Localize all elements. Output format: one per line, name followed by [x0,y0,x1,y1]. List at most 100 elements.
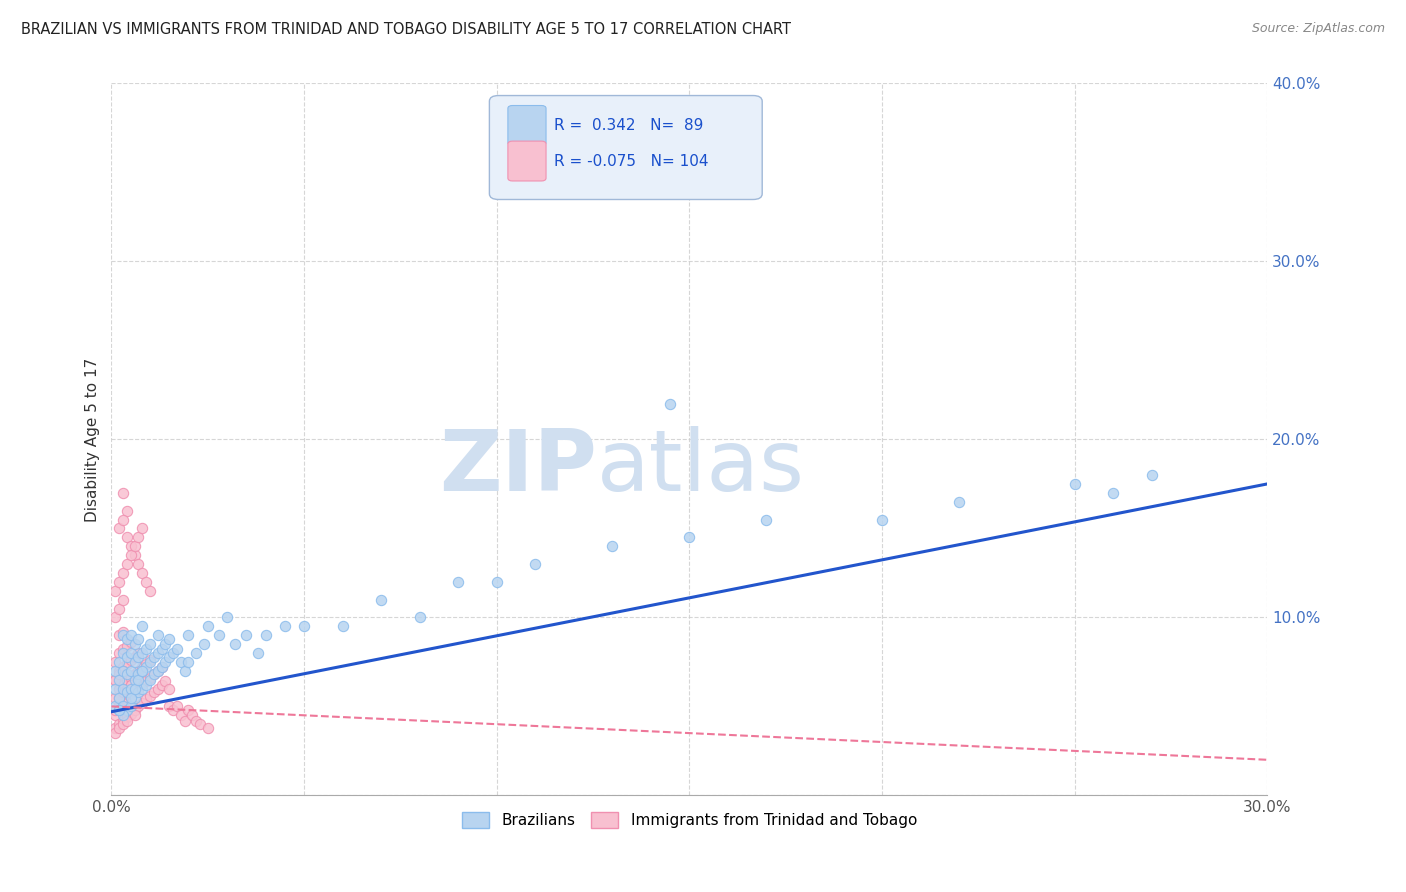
Point [197,721,219,735]
Point [108,664,131,678]
FancyBboxPatch shape [489,95,762,200]
Point [115,530,138,544]
Point [111,708,134,723]
Point [127,667,149,681]
Point [177,628,200,642]
Point [127,685,149,699]
Point [120,653,142,667]
Point [104,708,127,723]
Point [111,678,134,692]
Point [108,690,131,705]
Point [104,655,127,669]
Point [108,521,131,535]
Point [135,692,157,706]
Point [139,655,162,669]
Point [124,548,146,562]
Point [447,574,470,589]
Point [108,681,131,696]
Point [208,628,231,642]
Point [166,699,188,714]
Point [115,503,138,517]
Point [120,696,142,710]
Point [104,664,127,678]
Point [111,512,134,526]
Point [120,681,142,696]
Point [124,708,146,723]
Point [127,649,149,664]
Point [120,689,142,703]
Point [162,646,184,660]
Point [115,667,138,681]
Point [146,664,169,678]
Point [177,655,200,669]
Point [186,714,208,728]
Point [157,649,180,664]
Point [111,624,134,639]
Point [111,696,134,710]
Point [150,660,173,674]
Point [602,539,624,553]
Point [485,574,508,589]
Point [215,610,238,624]
Point [104,673,127,687]
Point [131,664,153,678]
Point [292,619,315,633]
Point [332,619,354,633]
Point [120,678,142,692]
Point [124,649,146,664]
Point [146,681,169,696]
Point [127,699,149,714]
Point [135,574,157,589]
Point [131,696,153,710]
Point [111,566,134,580]
Point [120,690,142,705]
Point [1102,485,1125,500]
Point [111,485,134,500]
Point [108,646,131,660]
Point [139,673,162,687]
Point [142,667,165,681]
Point [115,681,138,696]
Point [115,632,138,646]
Point [146,664,169,678]
Point [124,703,146,717]
Point [139,689,162,703]
Point [120,646,142,660]
Point [127,632,149,646]
Point [274,619,297,633]
Point [108,717,131,731]
Legend: Brazilians, Immigrants from Trinidad and Tobago: Brazilians, Immigrants from Trinidad and… [456,805,922,834]
Point [135,678,157,692]
Text: Source: ZipAtlas.com: Source: ZipAtlas.com [1251,22,1385,36]
Point [111,592,134,607]
Point [120,664,142,678]
Point [254,628,277,642]
Point [177,703,200,717]
Point [115,649,138,664]
Point [659,397,682,411]
Point [146,646,169,660]
Point [111,664,134,678]
Point [135,642,157,657]
Point [108,667,131,681]
Point [115,557,138,571]
Point [108,628,131,642]
Point [104,699,127,714]
Point [111,685,134,699]
Point [115,657,138,671]
Point [948,494,970,508]
Point [139,653,162,667]
Point [120,678,142,692]
Point [104,690,127,705]
Point [115,685,138,699]
Point [115,685,138,699]
Text: BRAZILIAN VS IMMIGRANTS FROM TRINIDAD AND TOBAGO DISABILITY AGE 5 TO 17 CORRELAT: BRAZILIAN VS IMMIGRANTS FROM TRINIDAD AN… [21,22,792,37]
Point [173,664,195,678]
Point [111,681,134,696]
Point [870,512,893,526]
Point [115,714,138,728]
Point [120,706,142,721]
Point [111,699,134,714]
Point [142,649,165,664]
Point [127,557,149,571]
